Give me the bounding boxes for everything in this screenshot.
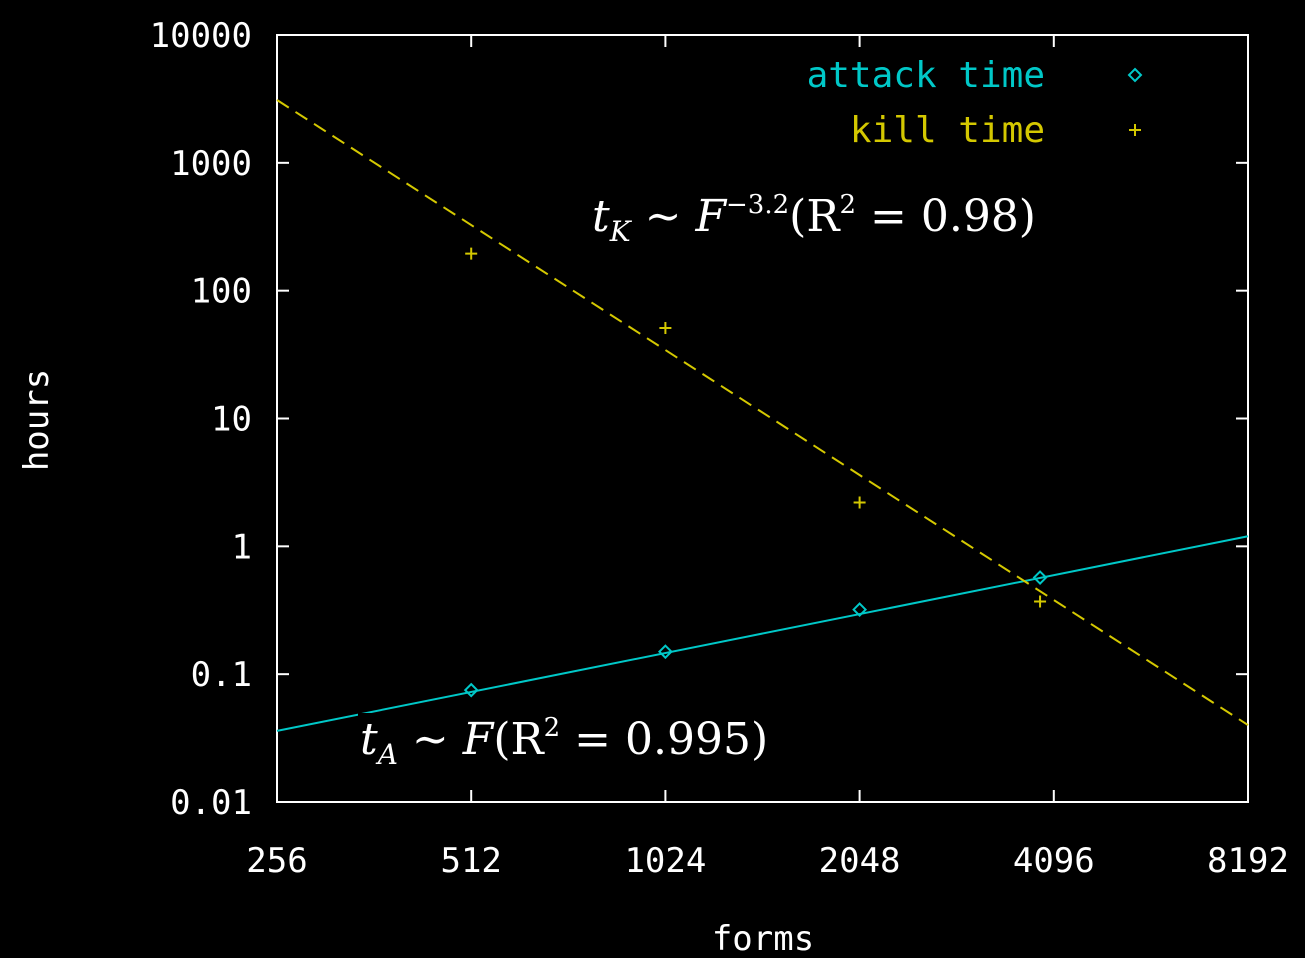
y-tick-label: 10000 <box>150 16 252 56</box>
y-tick-label: 0.01 <box>170 783 252 823</box>
legend-label: attack time <box>807 55 1045 96</box>
kill-time-point <box>659 322 672 335</box>
x-tick-label: 1024 <box>624 841 706 881</box>
kill-time-point <box>1034 595 1047 608</box>
y-tick-label: 100 <box>191 272 252 312</box>
y-tick-label: 0.1 <box>191 655 252 695</box>
x-tick-label: 4096 <box>1013 841 1095 881</box>
kill-time-point <box>465 247 478 260</box>
legend-marker <box>1127 67 1143 83</box>
attack-fit-annotation: tA ∼ F(R2 = 0.995) <box>358 713 775 779</box>
legend: attack time kill time <box>807 55 1143 151</box>
attack-time-point <box>1032 570 1048 585</box>
y-tick-label: 1 <box>232 527 252 567</box>
kill-time-point <box>853 496 866 509</box>
x-tick-label: 2048 <box>819 841 901 881</box>
y-axis-label: hours <box>17 369 57 471</box>
legend-marker <box>1129 124 1141 136</box>
x-tick-label: 8192 <box>1207 841 1289 881</box>
x-tick-label: 256 <box>246 841 307 881</box>
attack-time-point <box>463 682 479 698</box>
tick-labels: 256 512 1024 2048 4096 8192 10000 1000 100 10 1 0.1… <box>150 16 1289 881</box>
attack-time-point <box>657 644 673 660</box>
plot-area <box>276 34 1249 803</box>
y-tick-label: 1000 <box>170 144 252 184</box>
attack-time-fit-line <box>276 535 1249 732</box>
attack-time-point <box>852 602 868 618</box>
kill-time-fit-line <box>276 99 1249 726</box>
x-tick-label: 512 <box>440 841 501 881</box>
data-points <box>463 247 1048 698</box>
kill-fit-annotation: tK ∼ F−3.2(R2 = 0.98) <box>592 190 1036 248</box>
legend-label: kill time <box>850 110 1045 151</box>
x-axis-label: forms <box>712 919 814 958</box>
fit-lines <box>276 99 1249 732</box>
y-tick-label: 10 <box>211 400 252 440</box>
plot-frame <box>276 34 1249 803</box>
tick-marks <box>276 34 1249 803</box>
